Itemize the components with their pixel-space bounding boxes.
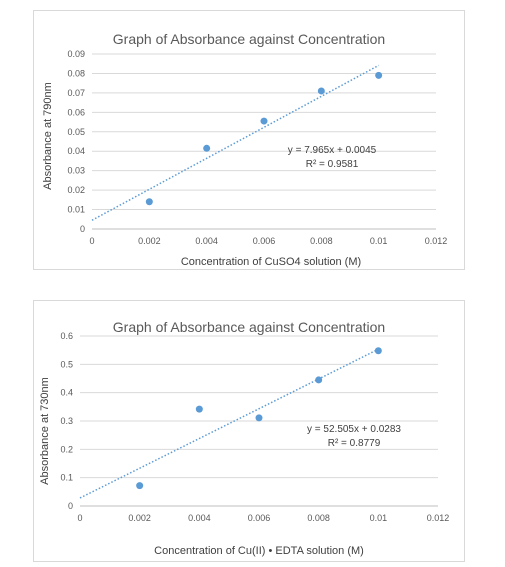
data-point xyxy=(195,405,203,413)
y-tick-label: 0.05 xyxy=(67,127,85,137)
y-axis-label: Absorbance at 790nm xyxy=(42,82,54,190)
y-tick-label: 0.1 xyxy=(60,473,73,483)
x-tick-label: 0.004 xyxy=(195,236,218,246)
x-tick-label: 0.01 xyxy=(370,236,388,246)
trendline xyxy=(79,348,379,499)
data-point xyxy=(374,347,382,355)
y-tick-label: 0.01 xyxy=(67,205,85,215)
x-axis-label: Concentration of Cu(II) • EDTA solution … xyxy=(154,545,364,557)
data-point xyxy=(255,414,263,422)
data-point xyxy=(315,376,323,384)
y-tick-label: 0.09 xyxy=(67,49,85,59)
y-tick-label: 0 xyxy=(68,501,73,511)
y-tick-label: 0.04 xyxy=(67,146,85,156)
y-tick-label: 0.03 xyxy=(67,166,85,176)
y-tick-label: 0.08 xyxy=(67,68,85,78)
data-point xyxy=(203,144,211,152)
data-point xyxy=(136,482,144,490)
r-squared-label: R² = 0.9581 xyxy=(306,159,359,170)
y-tick-label: 0.07 xyxy=(67,88,85,98)
x-tick-label: 0.01 xyxy=(370,513,388,523)
data-point xyxy=(375,71,383,79)
x-tick-label: 0.006 xyxy=(248,513,271,523)
data-point xyxy=(145,198,153,206)
chart-canvas: 0 0.01 0.02 0.03 0.04 0.05 0.06 0.07 0.08 0.09 0 0.… xyxy=(42,31,447,268)
chart-title: Graph of Absorbance against Concentratio… xyxy=(113,319,385,335)
chart-canvas: 0 0.1 0.2 0.3 0.4 0.5 0.6 0 0.002 0.004 0.006 0.008… xyxy=(39,319,449,557)
plot-area: 0 0.1 0.2 0.3 0.4 0.5 0.6 0 0.002 0.004 0.006 0.008… xyxy=(60,331,449,523)
data-point xyxy=(260,117,268,125)
y-tick-label: 0.6 xyxy=(60,331,73,341)
trendline xyxy=(91,64,380,221)
trendline-equation: y = 7.965x + 0.0045 xyxy=(288,145,377,156)
y-tick-label: 0.3 xyxy=(60,416,73,426)
absorbance-chart-730nm: 0 0.1 0.2 0.3 0.4 0.5 0.6 0 0.002 0.004 0.006 0.008… xyxy=(33,300,465,562)
data-point xyxy=(317,87,325,95)
x-tick-label: 0.006 xyxy=(253,236,276,246)
chart-title: Graph of Absorbance against Concentratio… xyxy=(113,31,385,47)
trendline-equation: y = 52.505x + 0.0283 xyxy=(307,424,401,435)
y-tick-label: 0.02 xyxy=(67,185,85,195)
y-tick-label: 0.5 xyxy=(60,359,73,369)
absorbance-chart-790nm: 0 0.01 0.02 0.03 0.04 0.05 0.06 0.07 0.08 0.09 0 0.… xyxy=(33,10,465,270)
x-tick-label: 0.012 xyxy=(425,236,448,246)
y-axis-label: Absorbance at 730nm xyxy=(39,377,51,485)
x-tick-label: 0.002 xyxy=(138,236,161,246)
x-tick-label: 0 xyxy=(77,513,82,523)
x-axis-label: Concentration of CuSO4 solution (M) xyxy=(181,256,361,268)
y-tick-label: 0.2 xyxy=(60,444,73,454)
y-tick-label: 0.06 xyxy=(67,107,85,117)
x-tick-label: 0.004 xyxy=(188,513,211,523)
x-tick-label: 0.008 xyxy=(310,236,333,246)
y-tick-label: 0.4 xyxy=(60,388,73,398)
r-squared-label: R² = 0.8779 xyxy=(328,438,381,449)
x-tick-label: 0.012 xyxy=(427,513,450,523)
x-tick-label: 0 xyxy=(89,236,94,246)
plot-area: 0 0.01 0.02 0.03 0.04 0.05 0.06 0.07 0.08 0.09 0 0.… xyxy=(67,49,447,246)
y-tick-label: 0 xyxy=(80,224,85,234)
x-tick-label: 0.002 xyxy=(128,513,151,523)
x-tick-label: 0.008 xyxy=(307,513,330,523)
